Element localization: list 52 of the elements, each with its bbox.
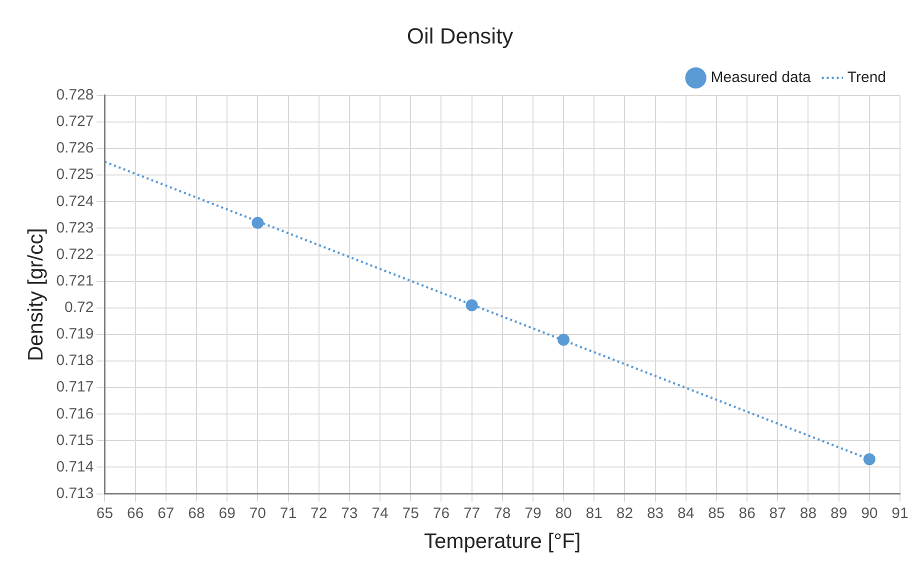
x-tick-label: 87 xyxy=(769,504,786,522)
y-tick-label: 0.714 xyxy=(56,458,94,476)
x-tick-label: 90 xyxy=(861,504,878,522)
y-tick-label: 0.723 xyxy=(56,219,94,236)
x-tick-label: 77 xyxy=(463,504,480,522)
y-tick-label: 0.719 xyxy=(56,326,94,343)
y-axis-title: Density [gr/cc] xyxy=(24,228,48,362)
y-tick-label: 0.728 xyxy=(56,86,94,104)
y-tick-label: 0.715 xyxy=(56,432,94,449)
point xyxy=(558,334,570,346)
x-tick-label: 67 xyxy=(158,504,174,522)
x-tick-label: 79 xyxy=(524,504,542,522)
y-tick-label: 0.713 xyxy=(56,484,94,502)
point xyxy=(252,216,264,229)
x-tick-label: 85 xyxy=(708,504,725,522)
y-tick-label: 0.717 xyxy=(56,378,94,396)
x-tick-label: 91 xyxy=(892,504,908,522)
x-tick-label: 80 xyxy=(555,504,572,522)
x-tick-label: 68 xyxy=(188,504,205,522)
y-tick-label: 0.724 xyxy=(56,192,94,210)
y-tick-label: 0.725 xyxy=(56,166,94,184)
x-tick-label: 69 xyxy=(218,504,236,522)
x-tick-label: 82 xyxy=(616,504,634,522)
point xyxy=(863,453,876,466)
x-tick-label: 89 xyxy=(830,504,848,522)
x-tick-label: 75 xyxy=(402,504,419,522)
x-tick-label: 86 xyxy=(738,504,756,522)
y-tick-label: 0.718 xyxy=(56,352,94,370)
chart-title: Oil Density xyxy=(406,23,514,48)
x-tick-label: 88 xyxy=(800,504,817,522)
legend-label: Measured data xyxy=(710,69,812,86)
x-tick-label: 65 xyxy=(96,504,114,522)
x-tick-label: 76 xyxy=(432,504,450,522)
x-tick-label: 84 xyxy=(678,504,694,522)
x-tick-label: 81 xyxy=(586,504,602,522)
legend-label: Trend xyxy=(847,69,886,86)
x-tick-label: 74 xyxy=(372,504,388,522)
x-tick-label: 71 xyxy=(280,504,297,522)
y-tick-label: 0.727 xyxy=(56,113,94,130)
x-tick-label: 70 xyxy=(249,504,266,522)
y-tick-label: 0.716 xyxy=(56,405,94,422)
x-axis-title: Temperature [°F] xyxy=(424,530,581,554)
x-tick-label: 73 xyxy=(341,504,358,522)
x-tick-label: 66 xyxy=(126,504,144,522)
x-tick-label: 83 xyxy=(646,504,664,522)
y-tick-label: 0.722 xyxy=(56,246,94,263)
x-tick-label: 72 xyxy=(310,504,328,522)
y-tick-label: 0.72 xyxy=(64,299,94,316)
point xyxy=(466,299,478,312)
y-tick-label: 0.726 xyxy=(56,140,94,157)
x-tick-label: 78 xyxy=(494,504,511,522)
y-tick-label: 0.721 xyxy=(56,272,94,290)
